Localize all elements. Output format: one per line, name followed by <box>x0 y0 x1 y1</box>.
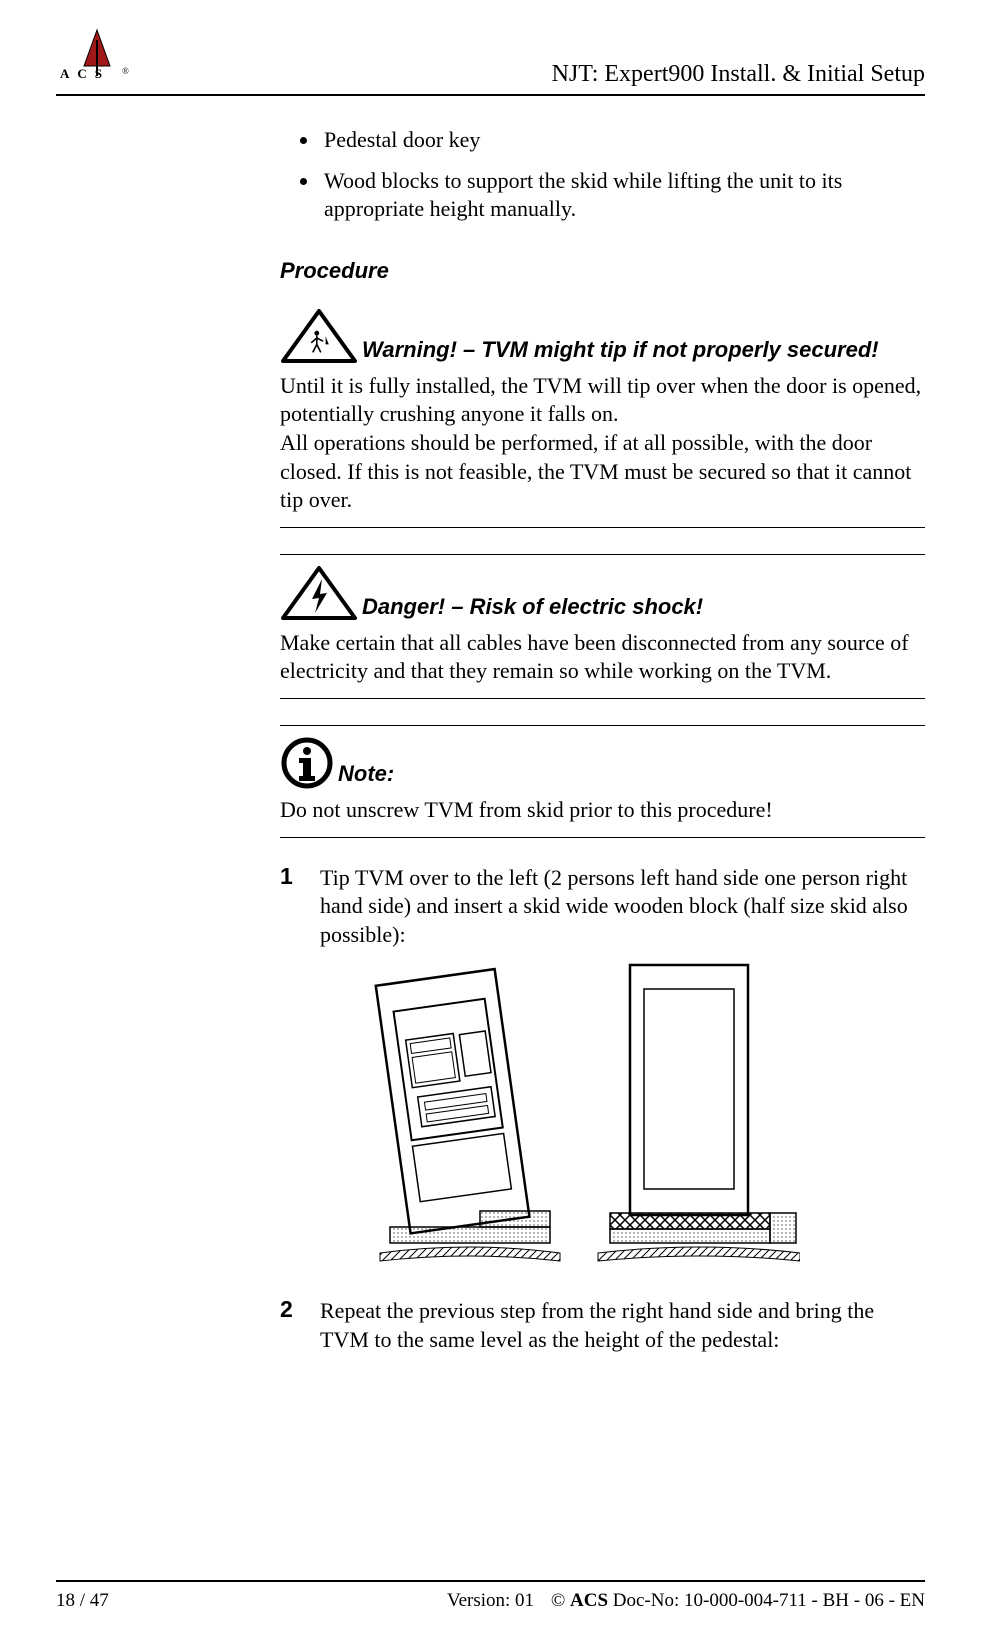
page-number: 18 / 47 <box>56 1590 109 1612</box>
logo: ACS ® <box>56 28 138 88</box>
page-footer: 18 / 47 Version: 01 © ACS Doc-No: 10-000… <box>56 1580 925 1612</box>
list-item: Wood blocks to support the skid while li… <box>320 167 925 224</box>
doc-number: © ACS Doc-No: 10-000-004-711 - BH - 06 -… <box>551 1590 925 1612</box>
electric-shock-icon <box>280 565 358 623</box>
svg-text:ACS: ACS <box>60 66 110 81</box>
version-label: Version: 01 <box>447 1590 534 1612</box>
step-text: Repeat the previous step from the right … <box>320 1298 874 1352</box>
step-item: Repeat the previous step from the right … <box>280 1297 925 1354</box>
note-body: Do not unscrew TVM from skid prior to th… <box>280 796 925 825</box>
procedure-steps: Tip TVM over to the left (2 persons left… <box>280 864 925 1355</box>
danger-title: Danger! – Risk of electric shock! <box>362 595 703 619</box>
warning-body: Until it is fully installed, the TVM wil… <box>280 372 925 515</box>
step-item: Tip TVM over to the left (2 persons left… <box>280 864 925 1273</box>
material-list: Pedestal door key Wood blocks to support… <box>320 126 925 224</box>
info-icon <box>280 736 334 790</box>
figure-tvm-tilt <box>360 955 925 1273</box>
note-title: Note: <box>338 762 394 786</box>
procedure-heading: Procedure <box>280 258 925 284</box>
page-header: ACS ® NJT: Expert900 Install. & Initial … <box>56 0 925 96</box>
header-title: NJT: Expert900 Install. & Initial Setup <box>552 61 925 88</box>
note-callout: Note: Do not unscrew TVM from skid prior… <box>280 725 925 838</box>
list-item: Pedestal door key <box>320 126 925 155</box>
danger-body: Make certain that all cables have been d… <box>280 629 925 686</box>
warning-title: Warning! – TVM might tip if not properly… <box>362 338 879 362</box>
step-text: Tip TVM over to the left (2 persons left… <box>320 865 908 947</box>
svg-text:®: ® <box>122 66 129 76</box>
content-area: Pedestal door key Wood blocks to support… <box>0 96 981 1354</box>
danger-callout: Danger! – Risk of electric shock! Make c… <box>280 554 925 699</box>
warning-callout: Warning! – TVM might tip if not properly… <box>280 308 925 528</box>
warning-tip-icon <box>280 308 358 366</box>
